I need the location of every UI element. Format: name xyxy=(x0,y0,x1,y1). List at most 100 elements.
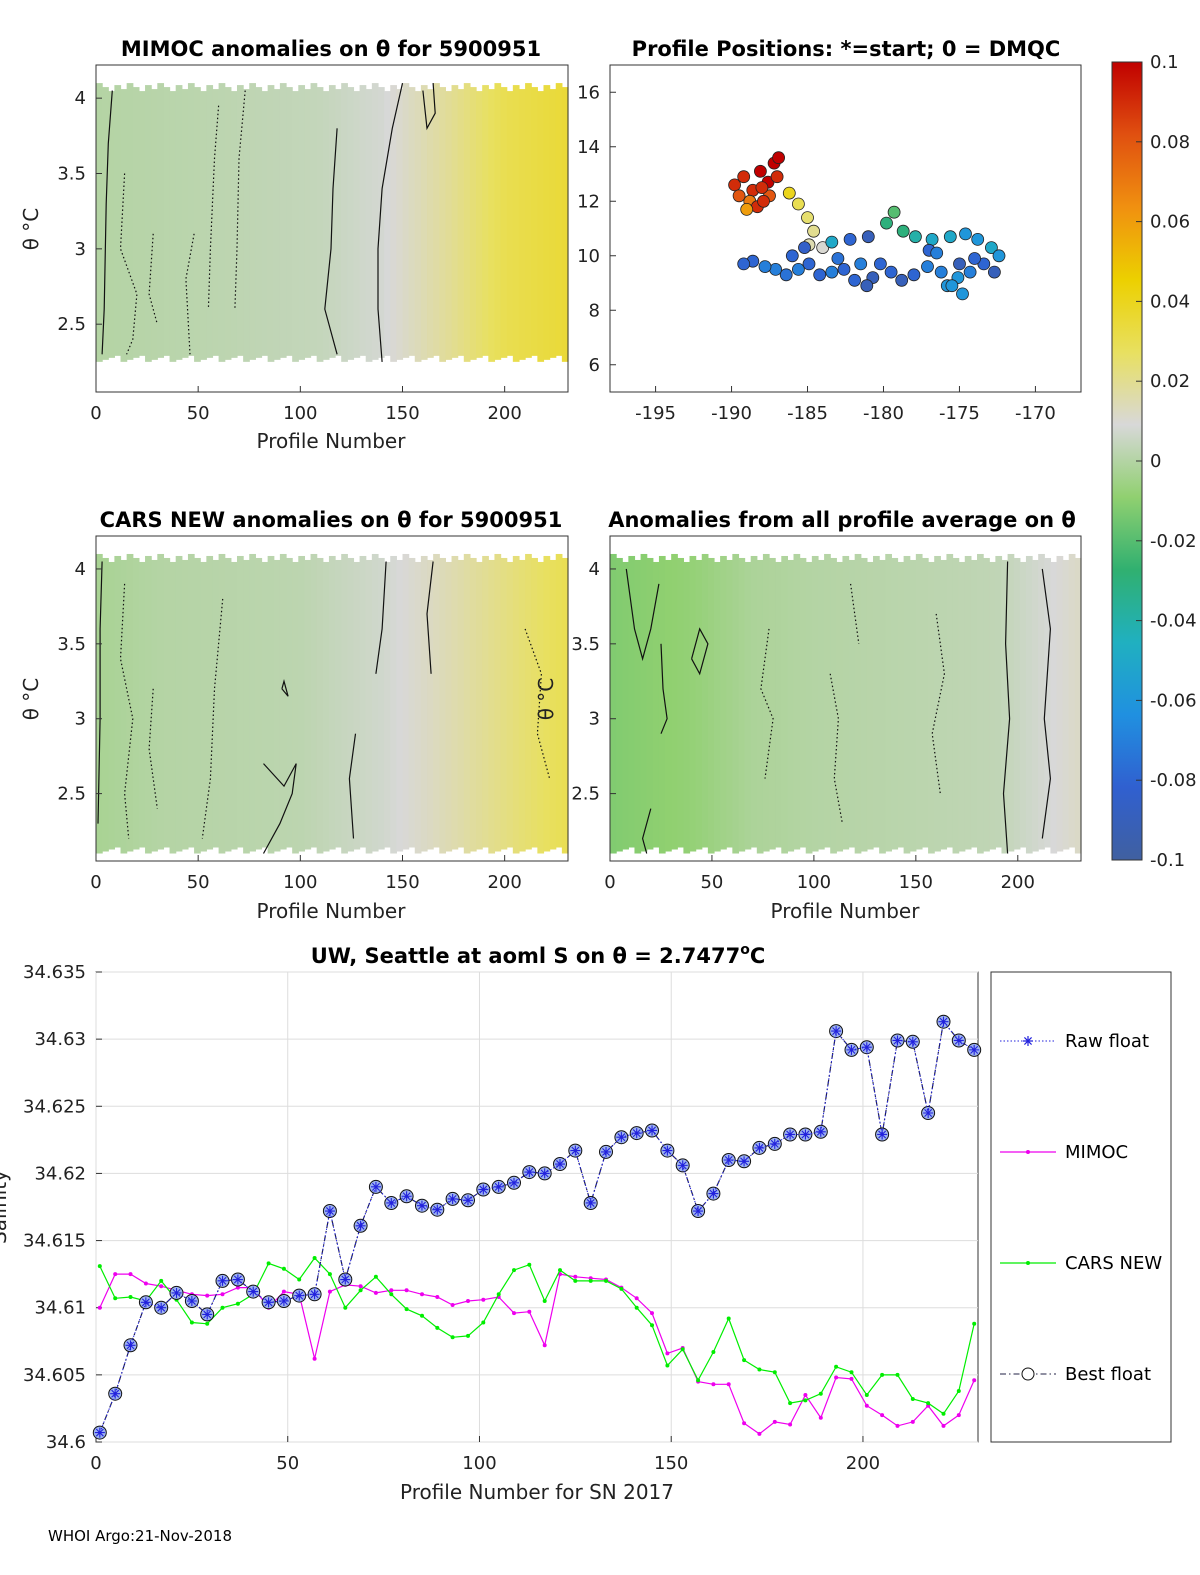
anomaly-cell xyxy=(236,555,244,848)
anomaly-cell xyxy=(1056,555,1064,852)
profile-position-point xyxy=(737,170,751,184)
anomaly-cell xyxy=(616,557,623,852)
anomaly-cell xyxy=(267,555,275,854)
profile-position-point xyxy=(825,235,839,249)
cars-new-marker xyxy=(205,1321,210,1326)
x-tick-label: 150 xyxy=(654,1453,688,1474)
anomaly-cell xyxy=(108,91,115,358)
anomaly-cell xyxy=(255,87,263,358)
profile-position-point xyxy=(825,265,839,279)
anomaly-cell xyxy=(494,553,502,852)
raw-float-marker xyxy=(953,1035,964,1046)
cars-new-marker xyxy=(880,1372,885,1377)
raw-float-marker xyxy=(462,1195,473,1206)
cars-new-marker xyxy=(849,1370,854,1375)
y-tick-label: 3 xyxy=(75,239,86,260)
y-tick-label: 34.635 xyxy=(23,962,86,983)
anomaly-cell xyxy=(805,561,813,854)
profile-position-point xyxy=(782,186,796,200)
anomaly-cell xyxy=(506,91,514,356)
x-tick-label: 100 xyxy=(797,872,831,893)
mimoc-marker xyxy=(220,1292,225,1297)
anomaly-cell xyxy=(96,553,103,854)
profile-position-point xyxy=(770,170,784,184)
anomaly-cell xyxy=(347,557,355,852)
cars-new-marker xyxy=(527,1262,532,1267)
x-tick-label: 0 xyxy=(90,403,101,424)
anomaly-cell xyxy=(665,559,672,852)
negative-contour xyxy=(234,90,246,310)
cars-new-marker xyxy=(910,1397,915,1401)
anomaly-cell xyxy=(402,83,410,358)
salinity-title: UW, Seattle at aoml S on θ = 2.7477oC xyxy=(311,942,766,968)
anomaly-cell xyxy=(212,89,220,356)
cars-new-marker xyxy=(834,1364,839,1369)
anomaly-cell xyxy=(347,87,355,360)
cars-new-marker xyxy=(220,1305,225,1310)
profile-position-point xyxy=(772,151,785,165)
mimoc-marker xyxy=(512,1311,516,1316)
legend-entries: Raw float MIMOC CARS NEW Best float xyxy=(1000,1031,1162,1385)
profile-position-point xyxy=(925,232,939,246)
anomaly-cell xyxy=(157,553,165,850)
anomaly-cell xyxy=(414,561,422,854)
cars-new-marker xyxy=(558,1268,562,1273)
anomaly-cell xyxy=(854,553,862,854)
cars-new-marker xyxy=(97,1264,102,1269)
profile-position-point xyxy=(813,268,827,282)
salinity-title-end: C xyxy=(750,944,765,968)
anomaly-cell xyxy=(384,91,391,356)
anomaly-cell xyxy=(1007,553,1015,852)
raw-float-marker xyxy=(877,1129,888,1140)
colorbar-tick-label: 0.08 xyxy=(1150,132,1190,153)
raw-float-marker xyxy=(677,1160,688,1171)
profile-position-point xyxy=(884,265,898,279)
mimoc-marker xyxy=(542,1343,547,1348)
anomaly-cell xyxy=(371,553,379,852)
cars-new-marker xyxy=(420,1313,424,1318)
anomaly-cell xyxy=(163,87,171,356)
colorbar-tick-label: -0.06 xyxy=(1150,690,1197,711)
mimoc-marker xyxy=(435,1295,440,1299)
profile-position-point xyxy=(959,227,972,241)
anomaly-cell xyxy=(512,85,520,362)
anomaly-cell xyxy=(695,559,703,850)
profile-position-point xyxy=(757,194,770,208)
anomaly-cell xyxy=(120,559,128,854)
profile-position-point xyxy=(971,232,985,246)
profile-position-point xyxy=(945,279,959,293)
colorbar-tick-label: 0.1 xyxy=(1150,52,1179,73)
anomaly-cell xyxy=(873,555,880,848)
raw-float-marker xyxy=(969,1044,980,1055)
cars-new-marker xyxy=(542,1299,547,1303)
anomaly-cell xyxy=(359,555,367,848)
anomaly-cell xyxy=(549,559,557,850)
raw-float-marker xyxy=(785,1129,796,1140)
cars-new-marker xyxy=(926,1401,931,1406)
anomaly-cell xyxy=(108,561,115,850)
anomaly-cell xyxy=(1001,559,1009,854)
colorbar-tick-label: 0.04 xyxy=(1150,291,1190,312)
x-tick-label: 0 xyxy=(90,872,101,893)
zero-contour xyxy=(1002,561,1011,854)
anomaly-cell xyxy=(701,553,709,848)
anomaly-cell xyxy=(304,559,312,850)
profile-position-point xyxy=(785,249,799,263)
mimoc-marker xyxy=(389,1288,394,1293)
anomaly-cell xyxy=(335,559,342,848)
cars-new-marker xyxy=(711,1350,716,1354)
cars-new-marker xyxy=(327,1272,332,1277)
anomaly-cell xyxy=(273,89,281,360)
legend-label-best-float: Best float xyxy=(1065,1364,1151,1385)
cars-contours xyxy=(97,561,551,854)
positions-panel: Profile Positions: *=start; 0 = DMQC -19… xyxy=(577,37,1082,424)
anomaly-cell xyxy=(897,561,905,848)
zero-contour xyxy=(377,82,404,362)
profile-position-point xyxy=(968,252,981,265)
anomaly-cell xyxy=(640,553,648,852)
anomaly-cell xyxy=(964,555,972,850)
anomaly-cell xyxy=(126,83,134,360)
zero-contour xyxy=(101,90,113,355)
x-tick-label: 50 xyxy=(187,872,210,893)
cars-new-marker xyxy=(956,1389,961,1393)
